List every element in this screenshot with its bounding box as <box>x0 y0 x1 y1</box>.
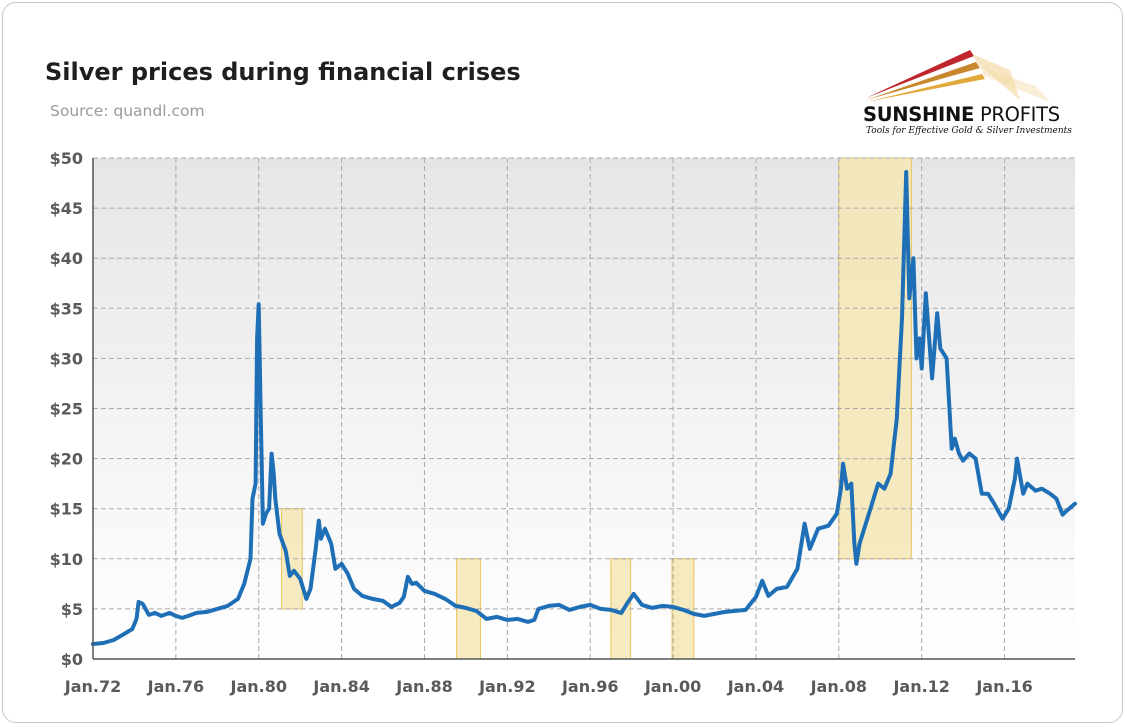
x-tick-label: Jan.04 <box>727 677 784 696</box>
sunshine-profits-logo: SUNSHINE PROFITS Tools for Effective Gol… <box>860 40 1080 140</box>
y-tick-label: $30 <box>50 349 83 368</box>
logo-name-bold: SUNSHINE <box>863 103 975 126</box>
x-tick-label: Jan.08 <box>810 677 867 696</box>
y-tick-label: $35 <box>50 299 83 318</box>
y-axis-ticks: $0 $5 $10 $15 $20 $25 $30 $35 $40 $45 $50 <box>50 149 83 669</box>
chart-source: Source: quandl.com <box>50 102 205 120</box>
x-tick-label: Jan.96 <box>561 677 618 696</box>
logo-tagline: Tools for Effective Gold & Silver Invest… <box>866 126 1072 136</box>
y-tick-label: $15 <box>50 500 83 519</box>
x-tick-label: Jan.88 <box>395 677 452 696</box>
x-tick-label: Jan.12 <box>892 677 949 696</box>
y-tick-label: $20 <box>50 450 83 469</box>
x-tick-label: Jan.72 <box>64 677 121 696</box>
silver-price-line <box>91 170 1077 646</box>
x-axis-ticks: Jan.72 Jan.76 Jan.80 Jan.84 Jan.88 Jan.92 Jan.… <box>64 677 1033 696</box>
y-tick-label: $10 <box>50 550 83 569</box>
x-tick-label: Jan.92 <box>478 677 535 696</box>
y-tick-label: $50 <box>50 149 83 168</box>
y-tick-label: $5 <box>61 600 83 619</box>
x-tick-label: Jan.00 <box>644 677 701 696</box>
logo-name: SUNSHINE PROFITS <box>863 103 1060 126</box>
logo-name-light: PROFITS <box>979 103 1060 126</box>
logo-rays-icon <box>866 50 1050 102</box>
crisis-period-1 <box>281 508 303 610</box>
chart-title: Silver prices during financial crises <box>45 58 521 86</box>
x-tick-label: Jan.16 <box>975 677 1032 696</box>
x-tick-label: Jan.76 <box>147 677 204 696</box>
x-tick-label: Jan.84 <box>312 677 369 696</box>
y-tick-label: $25 <box>50 400 83 419</box>
x-tick-label: Jan.80 <box>229 677 286 696</box>
y-tick-label: $40 <box>50 249 83 268</box>
y-tick-label: $0 <box>61 650 83 669</box>
y-tick-label: $45 <box>50 199 83 218</box>
